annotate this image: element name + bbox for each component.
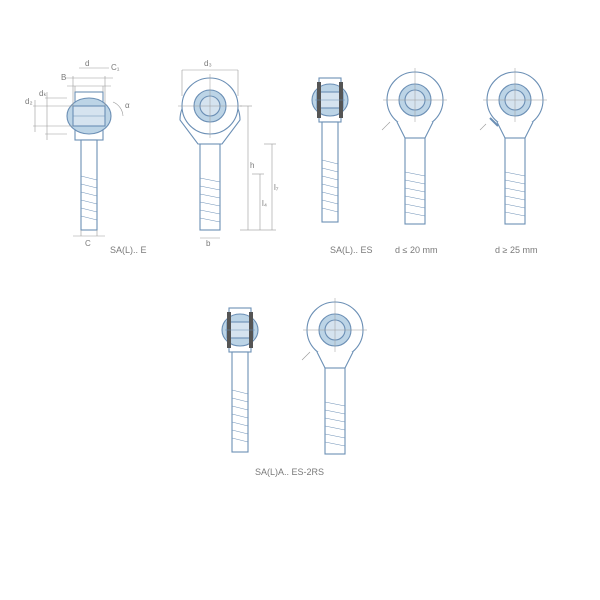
caption-fig5: SA(L)A.. ES-2RS <box>255 467 324 477</box>
dim-C1: C₁ <box>111 63 120 72</box>
dim-C: C <box>85 239 91 246</box>
dim-d: d <box>85 59 89 68</box>
caption-fig1: SA(L).. E <box>110 245 147 255</box>
dim-B: B <box>61 73 66 82</box>
dim-d3: d₃ <box>204 59 212 68</box>
dim-d2: d₂ <box>25 97 33 106</box>
caption-fig4: d ≥ 25 mm <box>495 245 537 255</box>
caption-fig3: d ≤ 20 mm <box>395 245 437 255</box>
diagram-canvas: d B C₁ dₖ d₂ α C <box>0 0 600 600</box>
dim-l7: l₇ <box>274 183 279 192</box>
dim-h: h <box>250 161 254 170</box>
fig-front-dims: d B C₁ dₖ d₂ α C <box>15 56 160 246</box>
fig-2rs-front <box>215 290 265 470</box>
fig-side-dims: d₃ h l₄ l₇ b <box>160 56 290 246</box>
caption-fig2: SA(L).. ES <box>330 245 373 255</box>
dim-b: b <box>206 239 211 246</box>
fig-2rs-side <box>290 290 380 470</box>
fig-d20-side <box>370 60 460 240</box>
dim-l4: l₄ <box>262 199 267 208</box>
fig-d25-side <box>470 60 560 240</box>
fig-es-front <box>305 60 355 240</box>
dim-a: α <box>125 101 130 110</box>
dim-dk: dₖ <box>39 89 47 98</box>
